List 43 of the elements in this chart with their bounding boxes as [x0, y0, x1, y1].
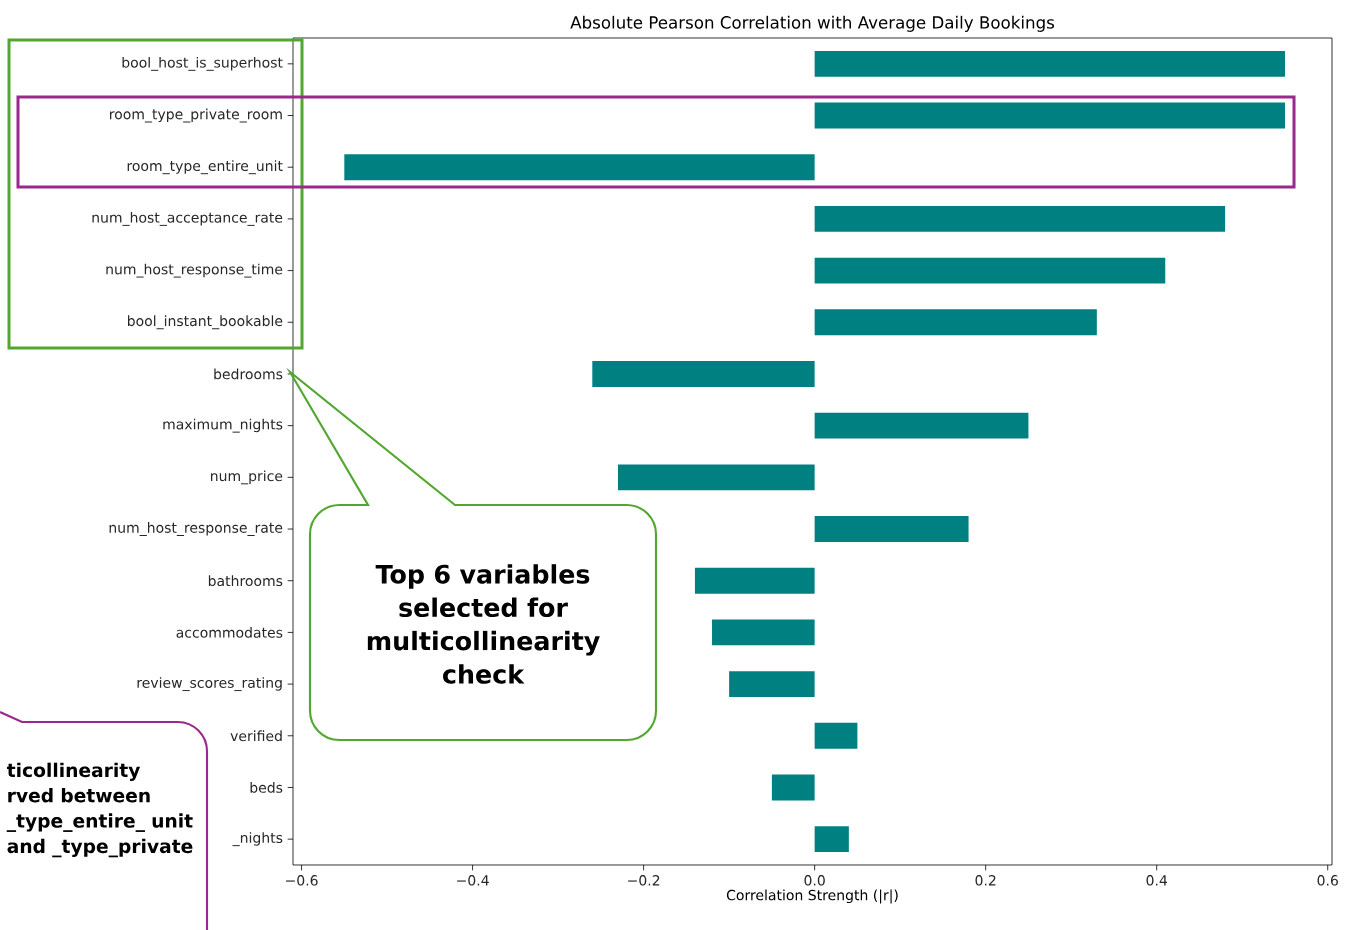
x-tick-label: −0.2: [628, 875, 660, 886]
bar: [814, 516, 969, 542]
bar: [814, 50, 1285, 77]
y-tick-label: accommodates: [176, 627, 283, 638]
x-tick-label: 0.6: [1317, 875, 1338, 886]
x-tick-label: 0.2: [975, 875, 996, 886]
text: ticollinearity rved between _type_entire_ unit and _type_private: [6, 762, 193, 858]
y-tick-label: room_type_entire_unit: [127, 160, 283, 175]
y-tick-label: num_host_response_time: [106, 263, 283, 278]
y-tick-label: maximum_nights: [163, 418, 283, 433]
x-axis-title: Correlation Strength (|r|): [726, 889, 898, 904]
y-tick-label: room_type_private_room: [110, 108, 282, 123]
bar: [712, 619, 815, 646]
y-tick-label: bedrooms: [214, 368, 283, 380]
bar: [814, 722, 858, 749]
bar: [592, 361, 815, 387]
y-tick-label: beds: [250, 782, 283, 793]
bar: [814, 102, 1285, 129]
annotation: Top 6 variables selected for multicollinearity check: [367, 564, 600, 684]
y-tick-label: num_price: [211, 470, 283, 485]
bar: [814, 257, 1166, 284]
y-tick-label: bathrooms: [208, 575, 283, 587]
bar: [814, 309, 1097, 336]
bar: [694, 567, 815, 594]
chart-title: Absolute Pearson Correlation with Average Daily Bookings: [570, 15, 1055, 32]
bar: [617, 464, 815, 491]
y-tick-label: num_host_acceptance_rate: [92, 211, 283, 226]
y-tick-label: _nights: [232, 832, 283, 847]
bar: [814, 826, 849, 853]
bar: [814, 412, 1029, 439]
y-tick-label: verified: [230, 730, 282, 742]
x-tick-label: 0.4: [1146, 875, 1168, 886]
x-tick-label: −0.4: [457, 875, 489, 886]
bar: [729, 671, 815, 698]
bar: [344, 154, 815, 181]
y-tick-label: bool_instant_bookable: [127, 315, 283, 330]
x-tick-label: 0.0: [804, 875, 825, 886]
x-tick-label: −0.6: [286, 875, 318, 886]
y-tick-label: bool_host_is_superhost: [122, 56, 283, 71]
bar: [771, 774, 815, 801]
bar: [814, 205, 1226, 232]
y-tick-label: review_scores_rating: [137, 677, 282, 692]
y-tick-label: num_host_response_rate: [109, 522, 283, 536]
